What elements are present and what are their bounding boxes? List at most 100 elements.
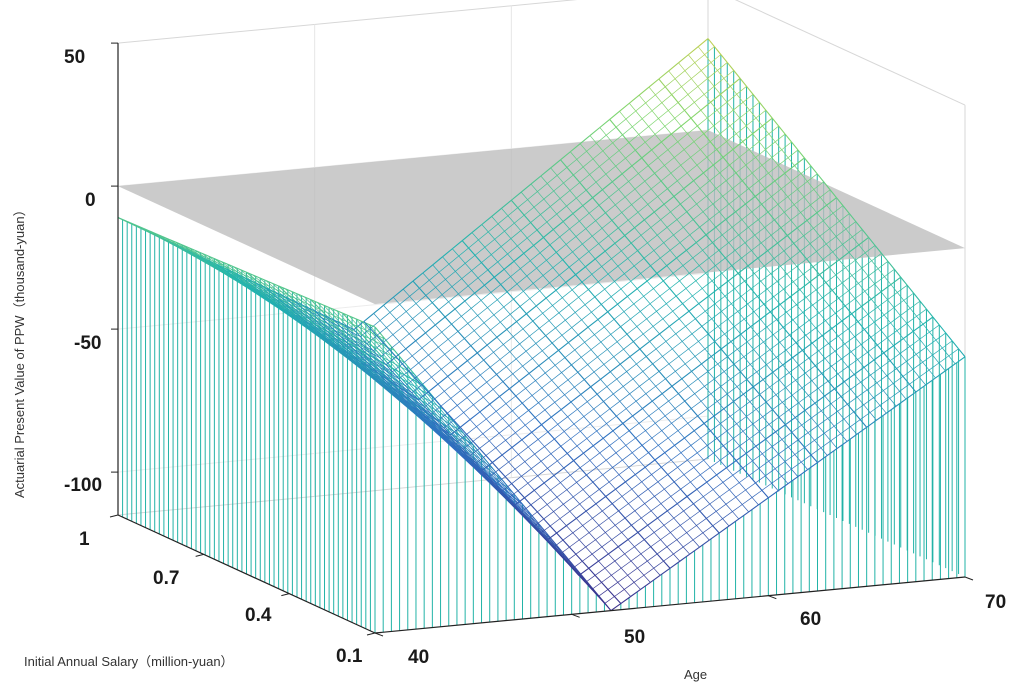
mesh-line bbox=[346, 333, 354, 341]
mesh-line bbox=[607, 303, 618, 313]
mesh-line bbox=[709, 211, 720, 220]
mesh-line bbox=[506, 358, 517, 367]
mesh-line bbox=[692, 532, 704, 541]
mesh-line bbox=[512, 336, 520, 345]
mesh-line bbox=[385, 373, 393, 381]
mesh-line bbox=[870, 291, 882, 300]
mesh-line bbox=[751, 242, 762, 251]
mesh-line bbox=[608, 481, 616, 490]
mesh-line bbox=[525, 388, 533, 396]
mesh-line bbox=[398, 381, 406, 387]
mesh-line bbox=[507, 490, 519, 499]
mesh-line bbox=[518, 417, 526, 426]
mesh-line bbox=[560, 474, 571, 483]
mesh-line bbox=[541, 387, 549, 396]
mesh-line bbox=[810, 204, 818, 214]
mesh-line bbox=[732, 438, 740, 447]
mesh-line bbox=[832, 282, 843, 291]
mesh-line bbox=[375, 363, 383, 368]
mesh-line bbox=[667, 510, 675, 519]
mesh-line bbox=[782, 357, 793, 366]
mesh-line bbox=[650, 257, 661, 267]
mesh-line bbox=[835, 236, 843, 245]
mesh-line bbox=[654, 452, 666, 461]
mesh-line bbox=[756, 326, 768, 335]
mesh-line bbox=[558, 312, 566, 321]
mesh-line bbox=[822, 290, 833, 298]
mesh-line bbox=[545, 289, 557, 299]
mesh-line bbox=[716, 149, 724, 158]
mesh-line bbox=[443, 433, 451, 441]
mesh-line bbox=[655, 378, 666, 387]
mesh-line bbox=[544, 446, 552, 454]
mesh-line bbox=[684, 393, 695, 402]
mesh-line bbox=[779, 379, 787, 388]
mesh-line bbox=[492, 425, 500, 434]
mesh-line bbox=[592, 189, 603, 199]
mesh-line bbox=[605, 488, 616, 497]
mesh-line bbox=[793, 204, 801, 213]
mesh-line bbox=[638, 126, 649, 135]
mesh-line bbox=[802, 304, 813, 313]
mesh-line bbox=[641, 481, 649, 490]
mesh-line bbox=[880, 360, 891, 369]
mesh-line bbox=[427, 391, 435, 400]
mesh-line bbox=[569, 511, 577, 519]
mesh-line bbox=[675, 363, 686, 372]
mesh-line bbox=[639, 378, 650, 387]
mesh-line bbox=[265, 279, 273, 284]
mesh-line bbox=[667, 188, 675, 197]
mesh-line bbox=[534, 490, 541, 498]
mesh-line bbox=[816, 251, 824, 260]
mesh-line bbox=[342, 348, 350, 355]
mesh-line bbox=[615, 165, 623, 175]
mesh-line bbox=[658, 78, 666, 88]
mesh-line bbox=[942, 340, 953, 349]
mesh-line bbox=[554, 394, 565, 403]
mesh-line bbox=[591, 589, 599, 597]
mesh-line bbox=[781, 439, 789, 448]
mesh-line bbox=[717, 318, 729, 327]
mesh-line bbox=[751, 164, 763, 174]
mesh-line bbox=[736, 86, 747, 95]
mesh-line bbox=[811, 335, 823, 344]
mesh-line bbox=[391, 380, 399, 388]
mesh-line bbox=[432, 256, 443, 266]
mesh-line bbox=[504, 222, 515, 232]
mesh-line bbox=[747, 334, 758, 343]
mesh-line bbox=[764, 219, 775, 228]
mesh-line bbox=[529, 290, 540, 299]
mesh-line bbox=[803, 227, 814, 237]
mesh-line bbox=[748, 219, 759, 228]
mesh-line bbox=[255, 282, 266, 289]
mesh-line bbox=[320, 319, 332, 330]
mesh-line bbox=[714, 341, 722, 350]
mesh-line bbox=[641, 196, 649, 205]
mesh-line bbox=[608, 197, 616, 206]
mesh-line bbox=[733, 356, 745, 365]
mesh-line bbox=[369, 360, 380, 368]
mesh-line bbox=[291, 302, 302, 308]
mesh-line bbox=[625, 437, 636, 446]
mesh-line bbox=[896, 323, 907, 331]
mesh-line bbox=[653, 250, 661, 259]
mesh-line bbox=[480, 465, 488, 472]
mesh-line bbox=[632, 126, 640, 135]
mesh-line bbox=[355, 355, 363, 362]
mesh-line bbox=[689, 510, 701, 519]
mesh-line bbox=[826, 243, 833, 253]
mesh-line bbox=[799, 327, 807, 336]
mesh-line bbox=[536, 511, 545, 520]
mesh-line bbox=[684, 70, 692, 79]
mesh-line bbox=[860, 336, 872, 345]
mesh-line bbox=[444, 346, 455, 355]
mesh-line bbox=[515, 395, 523, 404]
mesh-line bbox=[437, 405, 445, 410]
mesh-line bbox=[643, 288, 654, 297]
mesh-line bbox=[532, 312, 543, 322]
mesh-line bbox=[646, 318, 654, 327]
mesh-line bbox=[672, 310, 680, 319]
mesh-line bbox=[794, 417, 802, 426]
mesh-line bbox=[560, 445, 568, 454]
mesh-line bbox=[535, 343, 543, 351]
